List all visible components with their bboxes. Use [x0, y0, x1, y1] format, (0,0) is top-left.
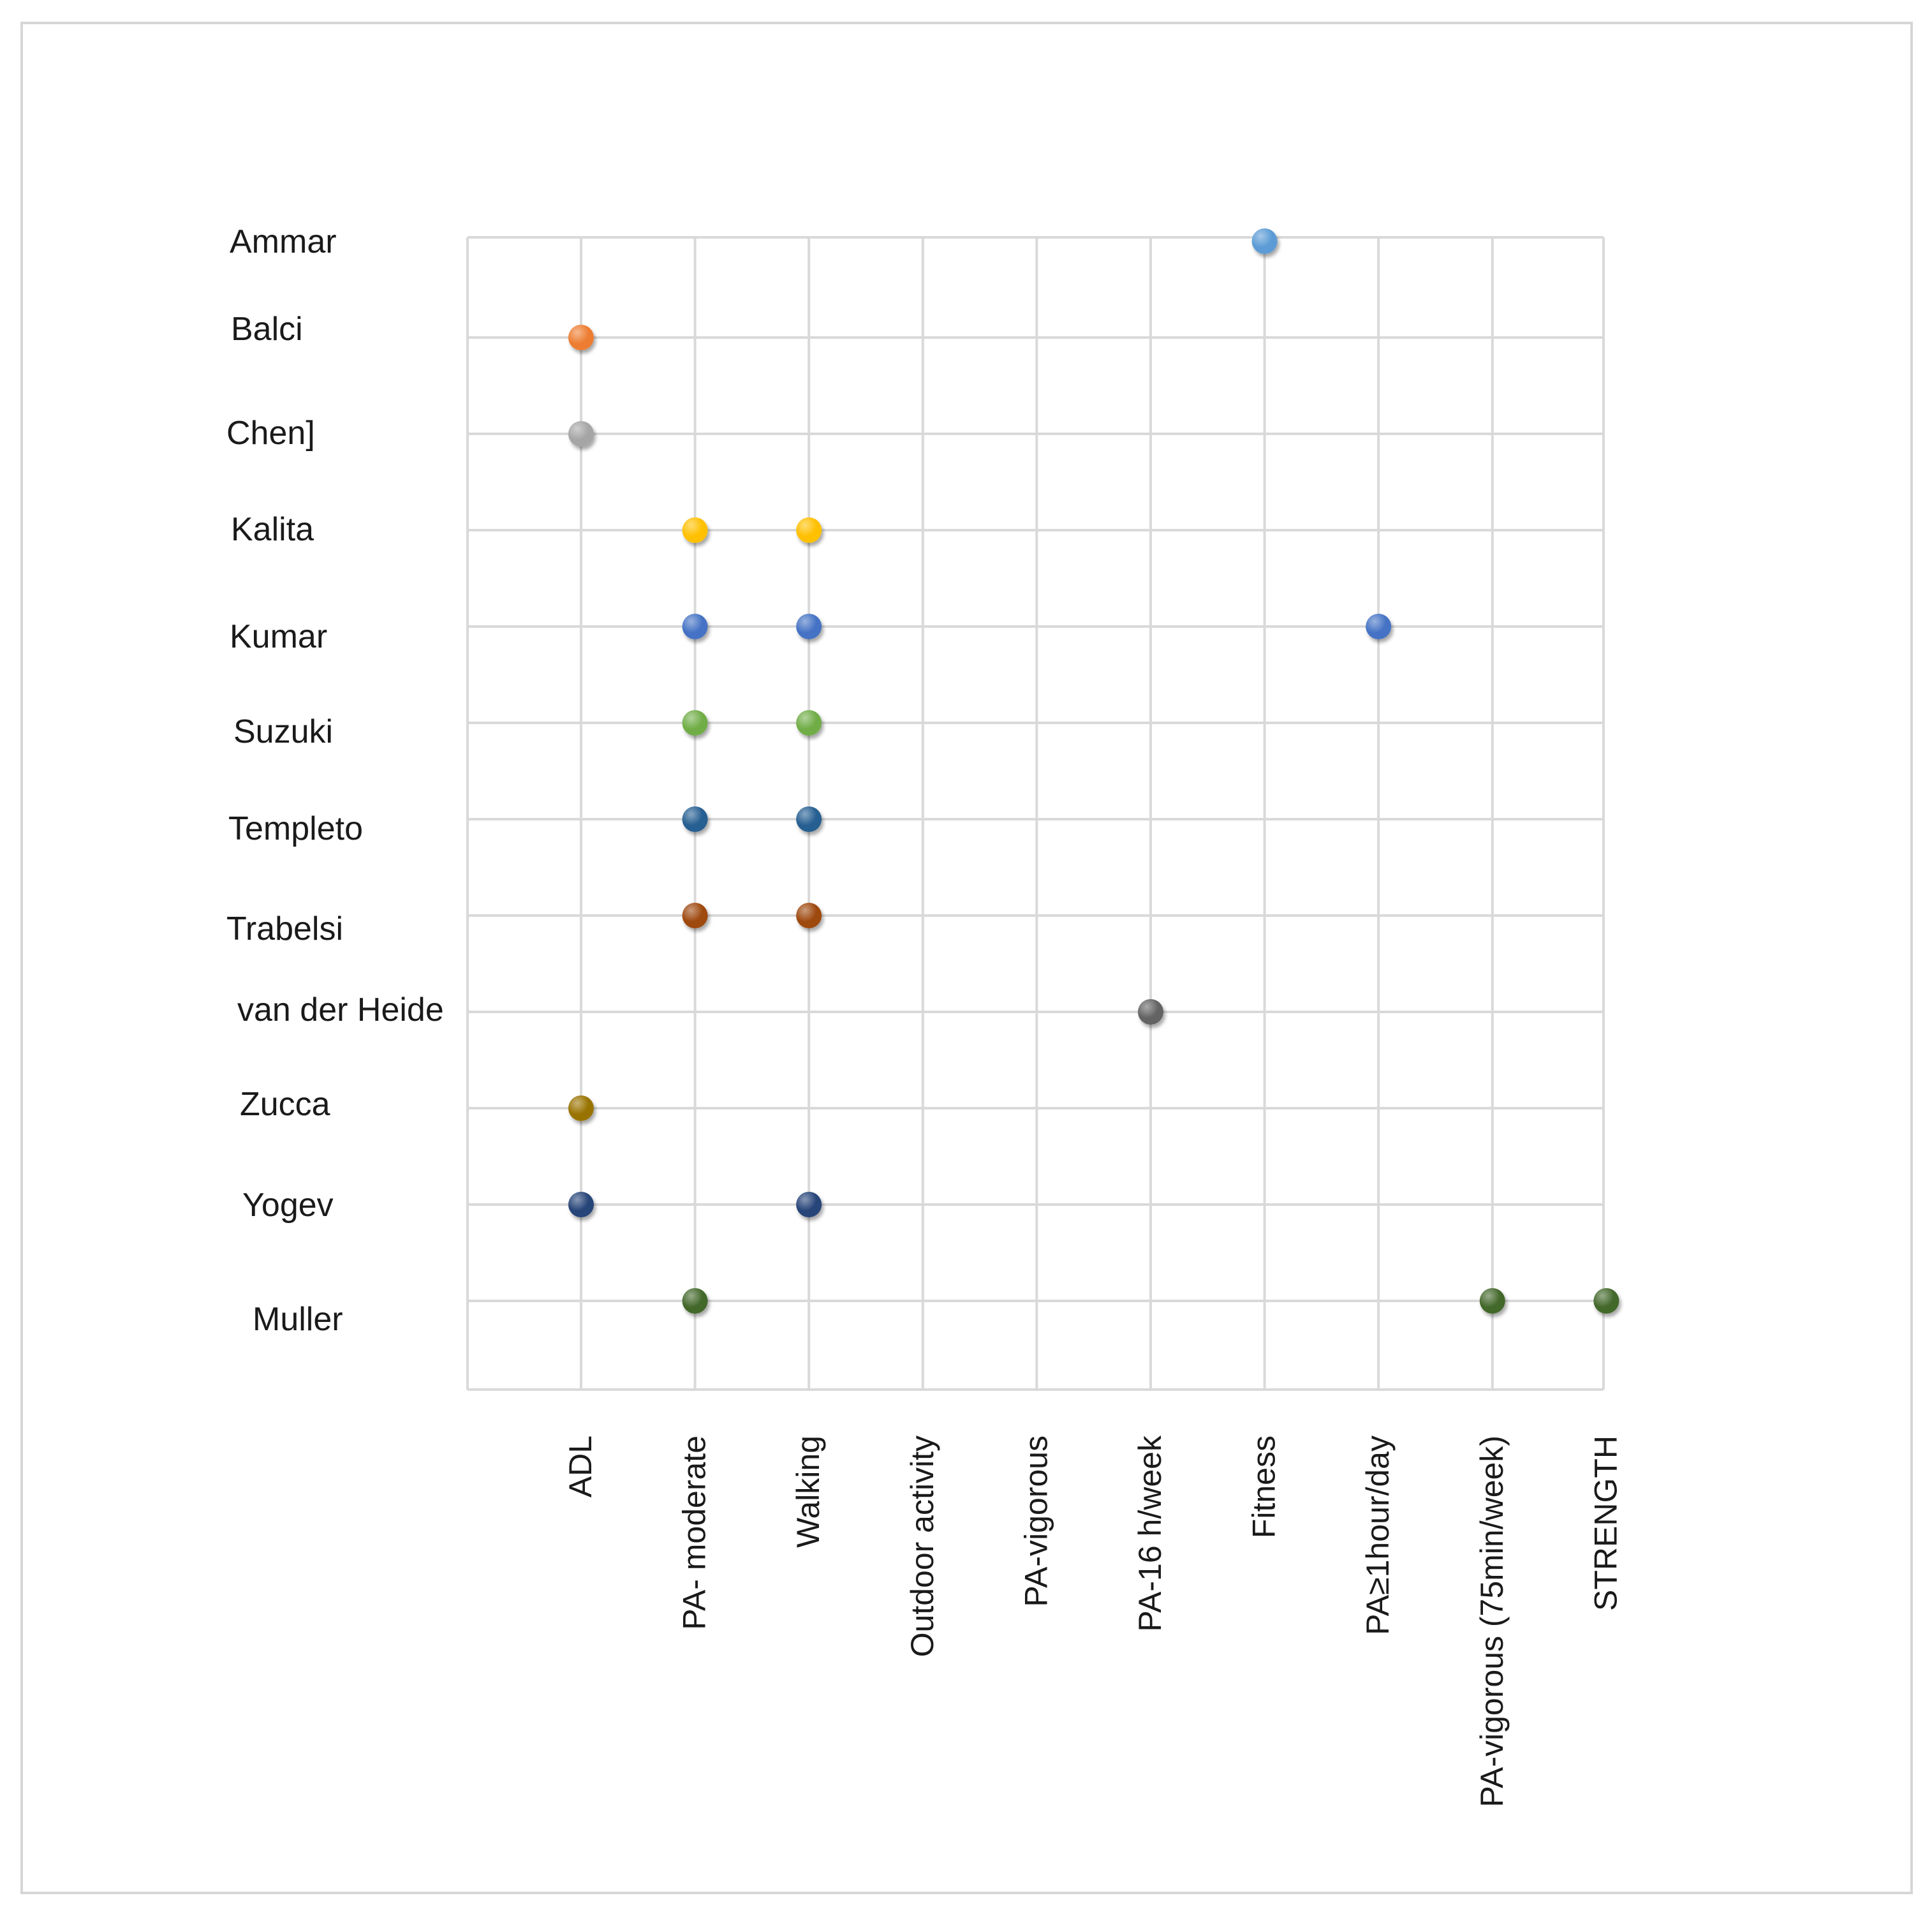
x-tick-label: ADL — [563, 1436, 598, 1497]
x-tick-label: Outdoor activity — [904, 1436, 940, 1657]
data-point — [1138, 999, 1163, 1025]
x-tick-label: PA-vigorous (75min/week) — [1474, 1436, 1510, 1807]
x-tick-label: PA-vigorous — [1018, 1436, 1054, 1607]
y-tick-label: Suzuki — [233, 713, 333, 750]
data-point — [1366, 614, 1392, 639]
y-tick-label: Chen] — [226, 415, 315, 452]
data-point — [682, 710, 708, 736]
data-point — [682, 903, 708, 928]
x-tick-label: Fitness — [1246, 1436, 1282, 1538]
data-point — [796, 1192, 822, 1217]
y-axis-labels: Ammar Balci Chen] Kalita Kumar Suzuki Templeto… — [226, 223, 444, 1338]
y-tick-label: Kumar — [230, 618, 327, 655]
x-tick-label: Walking — [790, 1436, 826, 1548]
data-point — [796, 710, 822, 736]
data-point — [682, 1288, 708, 1314]
chart-frame — [20, 22, 1913, 1894]
x-tick-label: STRENGTH — [1588, 1436, 1623, 1611]
data-point — [796, 517, 822, 543]
x-tick-label: PA- moderate — [677, 1436, 712, 1630]
y-tick-label: Kalita — [231, 511, 314, 548]
data-point — [1251, 228, 1278, 254]
y-tick-label: Yogev — [242, 1187, 334, 1224]
data-point — [682, 517, 708, 543]
gridlines — [466, 236, 1605, 1391]
data-point — [1593, 1288, 1619, 1314]
x-tick-label: PA-16 h/week — [1132, 1435, 1168, 1632]
data-point — [682, 806, 708, 832]
y-tick-label: Trabelsi — [226, 910, 343, 947]
data-points — [568, 228, 1619, 1314]
data-point — [568, 1095, 594, 1121]
data-point — [1479, 1288, 1505, 1314]
x-axis-labels: ADL PA- moderate Walking Outdoor activity PA… — [563, 1435, 1623, 1807]
data-point — [682, 614, 708, 639]
data-point — [568, 421, 594, 447]
data-point — [568, 325, 594, 350]
y-tick-label: Muller — [253, 1301, 343, 1338]
data-point — [796, 614, 822, 639]
data-point — [568, 1192, 594, 1217]
data-point — [796, 806, 822, 832]
y-tick-label: Zucca — [240, 1086, 330, 1123]
y-tick-label: Balci — [231, 311, 303, 348]
y-tick-label: Ammar — [230, 223, 337, 260]
data-point — [796, 903, 822, 928]
y-tick-label: Templeto — [228, 810, 363, 847]
y-tick-label: van der Heide — [237, 991, 444, 1028]
x-tick-label: PA≥1hour/day — [1360, 1436, 1396, 1635]
